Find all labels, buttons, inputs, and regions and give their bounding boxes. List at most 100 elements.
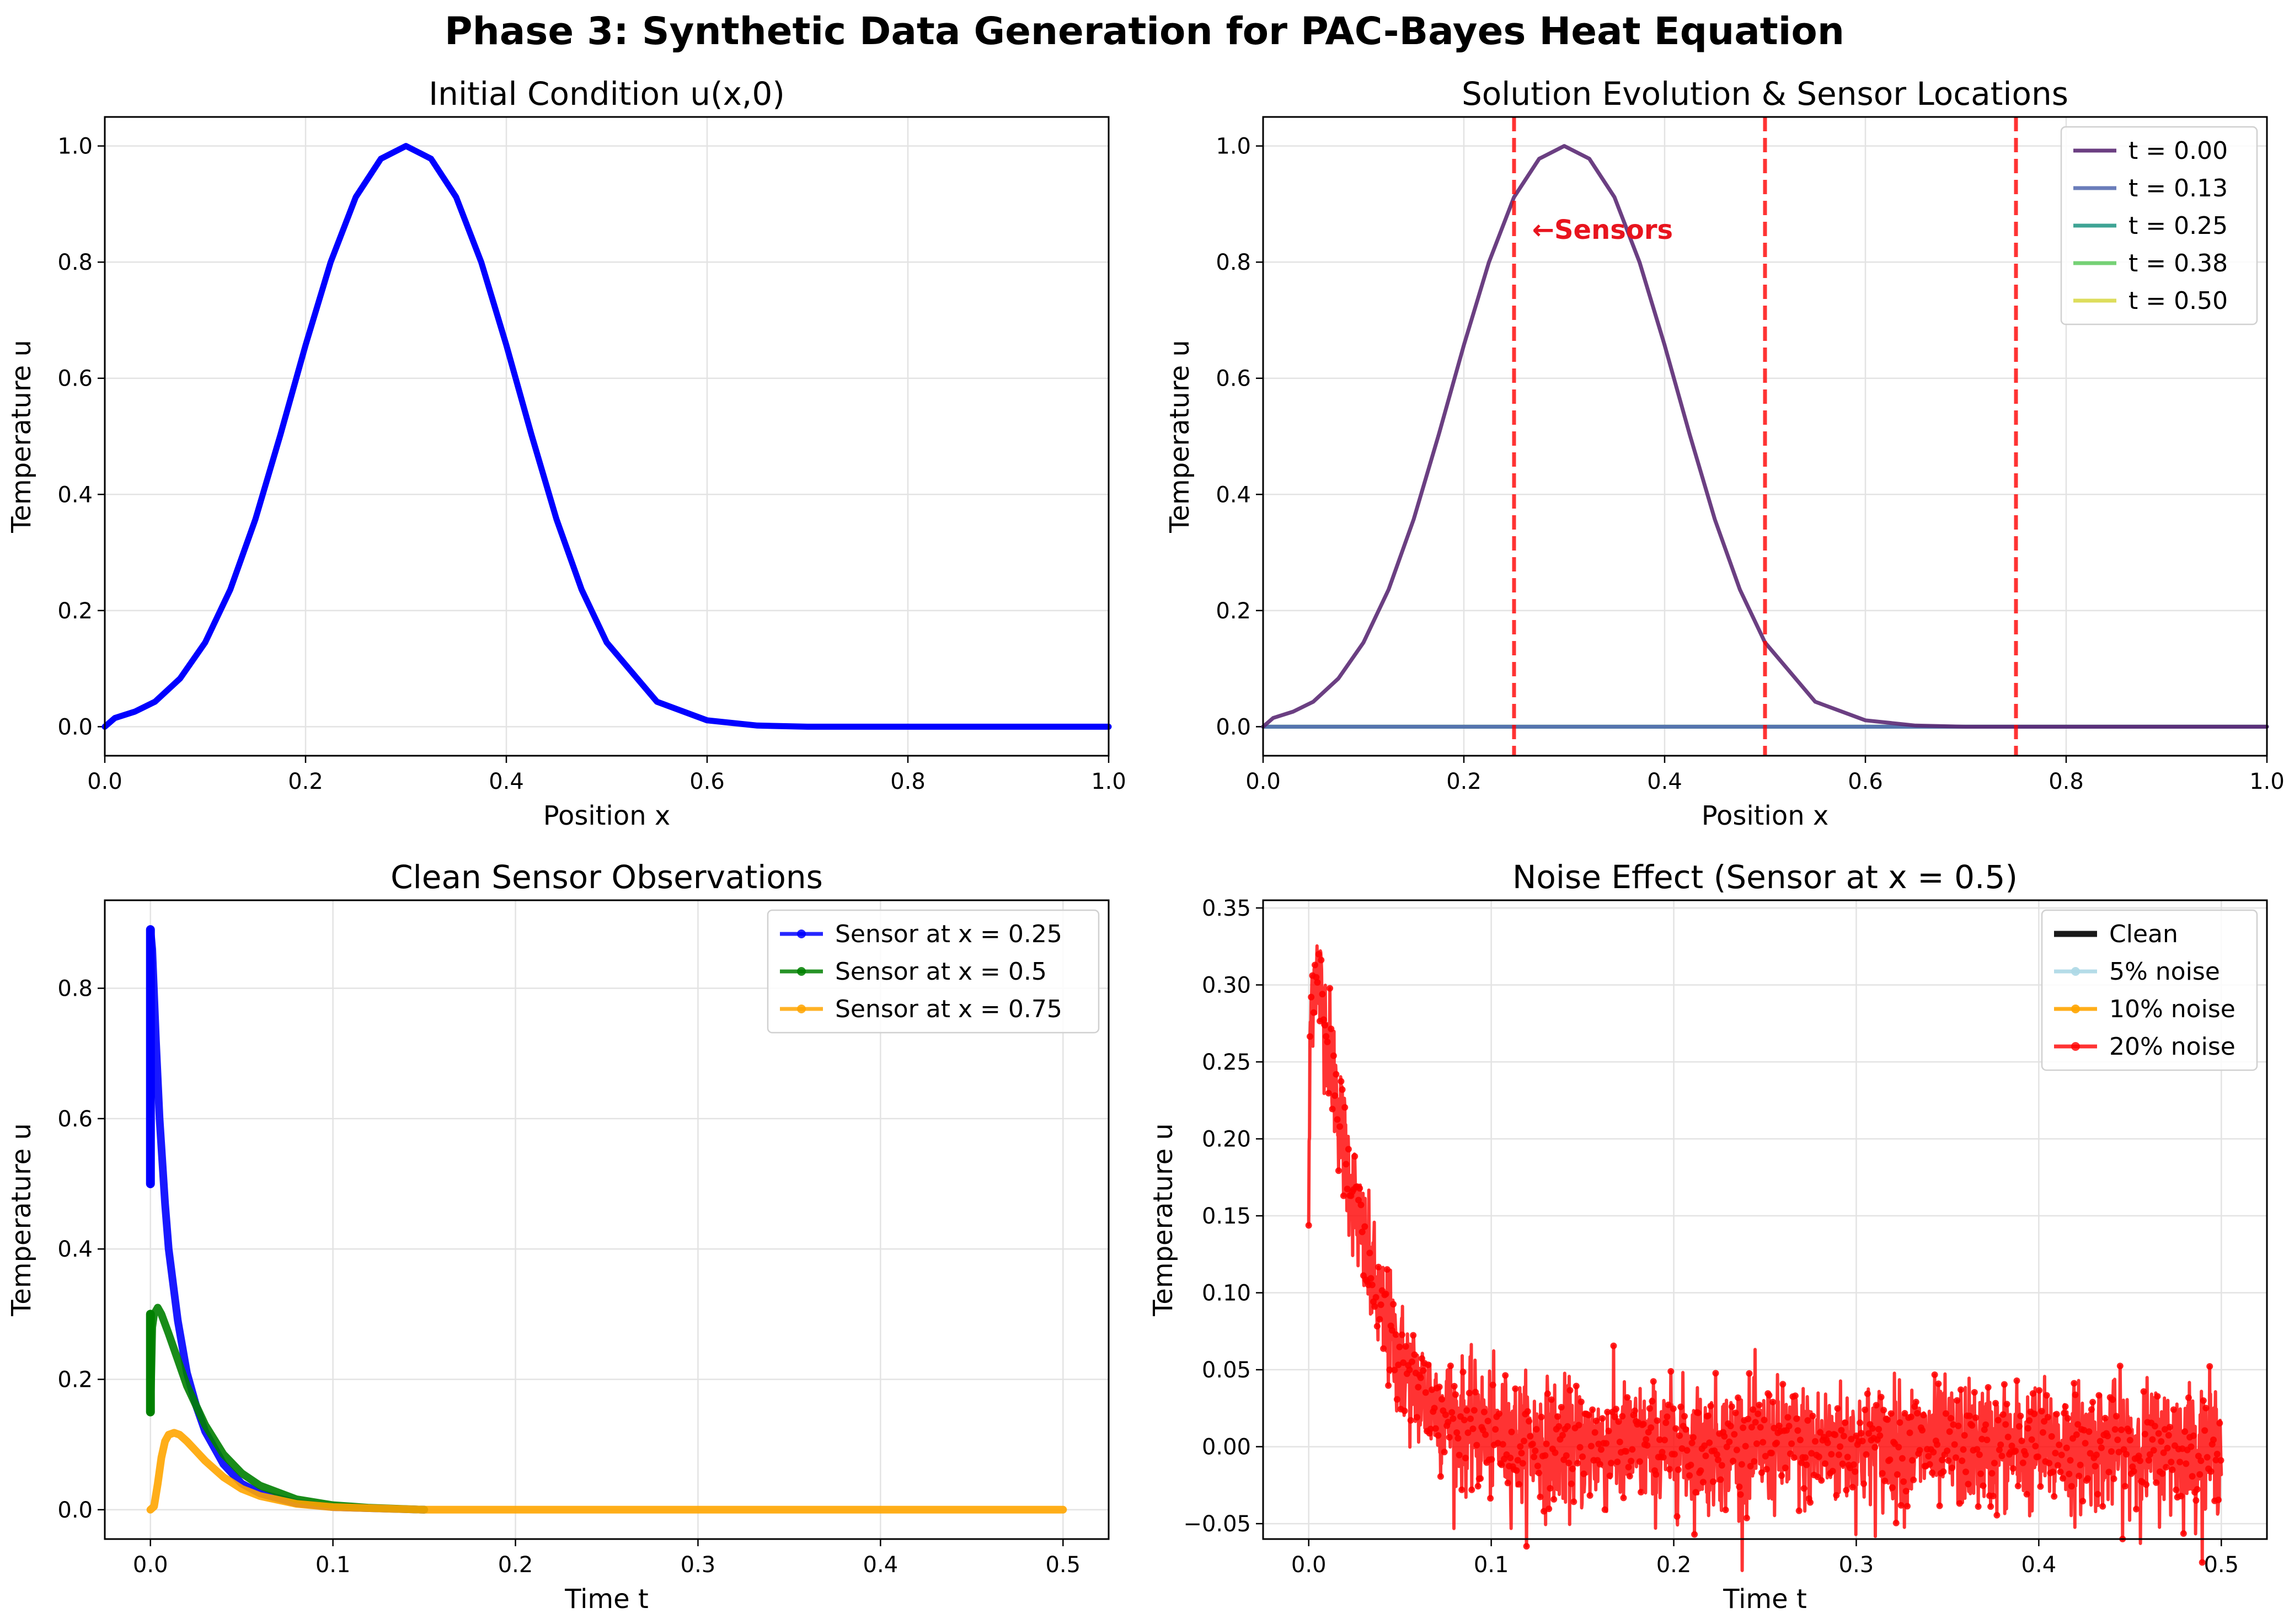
noise-marker [2009,1465,2017,1472]
y-tick-label: 0.8 [57,250,93,275]
noise-marker [1804,1417,1811,1424]
noise-marker [1325,1089,1332,1097]
x-tick-label: 1.0 [1091,769,1126,794]
noise-marker [1998,1452,2005,1460]
y-tick-label: 0.4 [1216,482,1251,507]
noise-marker [1853,1432,1860,1439]
noise-marker [1985,1384,1992,1391]
noise-marker [2163,1463,2170,1471]
noise-marker [2089,1398,2097,1406]
noise-marker [1862,1406,1869,1413]
noise-marker [2201,1427,2208,1434]
noise-marker [1610,1342,1617,1349]
noise-marker [1723,1443,1730,1450]
noise-marker [1569,1465,1576,1472]
x-tick-label: 0.2 [288,769,323,794]
noise-marker [1939,1456,1946,1463]
noise-marker [2202,1404,2210,1412]
noise-marker [1392,1331,1399,1338]
noise-marker [1570,1498,1577,1505]
noise-marker [2097,1438,2104,1445]
noise-marker [1442,1411,1449,1418]
noise-marker [1965,1481,1972,1488]
noise-marker [1400,1359,1407,1366]
noise-marker [2067,1457,2074,1464]
noise-marker [1925,1452,1932,1460]
noise-marker [2037,1483,2044,1490]
noise-marker [1451,1382,1458,1390]
noise-marker [1643,1436,1650,1443]
noise-marker [2032,1443,2039,1450]
noise-marker [1544,1390,1551,1397]
noise-marker [1615,1418,1622,1425]
noise-marker [2056,1441,2063,1449]
legend-label: Sensor at x = 0.75 [835,995,1062,1023]
noise-marker [2003,1401,2010,1408]
noise-marker [1751,1458,1758,1465]
noise-marker [2176,1459,2184,1466]
y-axis-label: Temperature u [1164,340,1195,533]
noise-marker [1595,1440,1602,1447]
noise-marker [1832,1431,1839,1439]
noise-marker [1586,1492,1593,1499]
noise-marker [2058,1451,2065,1459]
y-axis-ticks: 0.0 0.2 0.4 0.6 0.8 1.0 [1216,134,1263,740]
y-axis-label: Temperature u [6,1123,37,1317]
noise-marker [1344,1185,1351,1193]
x-tick-label: 0.3 [1839,1552,1874,1578]
noise-marker [1694,1409,1702,1417]
noise-marker [1880,1407,1887,1414]
y-tick-label: 1.0 [1216,134,1251,159]
noise-marker [1516,1481,1522,1488]
noise-marker [1907,1413,1914,1420]
noise-marker [1701,1442,1708,1449]
solution-line [1261,144,2269,729]
noise-marker [1543,1440,1550,1447]
legend: Clean 5% noise 10% noise 20% noise [2041,909,2258,1071]
legend-item: Sensor at x = 0.25 [780,920,1062,948]
noise-marker [2114,1436,2121,1444]
noise-marker [1432,1425,1439,1432]
noise-marker [1795,1507,1803,1514]
noise-marker [1886,1456,1894,1463]
noise-marker [1878,1393,1885,1401]
noise-marker [1934,1441,1941,1448]
noise-marker [1580,1470,1587,1477]
noise-marker [1752,1419,1759,1426]
noise-marker [1682,1426,1689,1433]
noise-marker [1388,1327,1395,1334]
noise-marker [1456,1451,1463,1459]
noise-marker [1897,1502,1905,1509]
noise-marker [1474,1483,1482,1490]
noise-marker [2072,1391,2079,1398]
y-tick-label: 0.4 [57,482,93,507]
x-tick-label: 0.3 [681,1552,716,1578]
noise-marker [2143,1481,2150,1488]
noise-marker [2013,1377,2020,1384]
noise-marker [1962,1468,1969,1476]
noise-marker [1529,1440,1536,1447]
noise-marker [2181,1428,2189,1435]
noise-marker [1726,1438,1733,1445]
noise-marker [1495,1410,1502,1417]
legend: Sensor at x = 0.25 Sensor at x = 0.5 Senso… [767,909,1100,1034]
x-tick-label: 0.8 [890,769,926,794]
noise-marker [2115,1449,2122,1456]
noise-marker [1710,1478,1716,1485]
noise-marker [1542,1452,1549,1459]
x-tick-label: 0.6 [689,769,725,794]
noise-marker [1464,1429,1472,1436]
noise-marker [1769,1398,1777,1406]
noise-marker [2071,1380,2078,1387]
noise-marker [1650,1378,1657,1385]
noise-marker [1955,1422,1962,1429]
noise-marker [1859,1438,1866,1445]
noise-marker [1852,1468,1859,1475]
noise-marker [1445,1419,1452,1425]
legend-item: 10% noise [2054,995,2235,1023]
noise-marker [2178,1493,2185,1500]
noise-marker [1574,1460,1581,1467]
x-axis-ticks: 0.0 0.1 0.2 0.3 0.4 0.5 [1291,1539,2239,1578]
noise-marker [1840,1433,1847,1440]
noise-marker [1909,1457,1916,1464]
